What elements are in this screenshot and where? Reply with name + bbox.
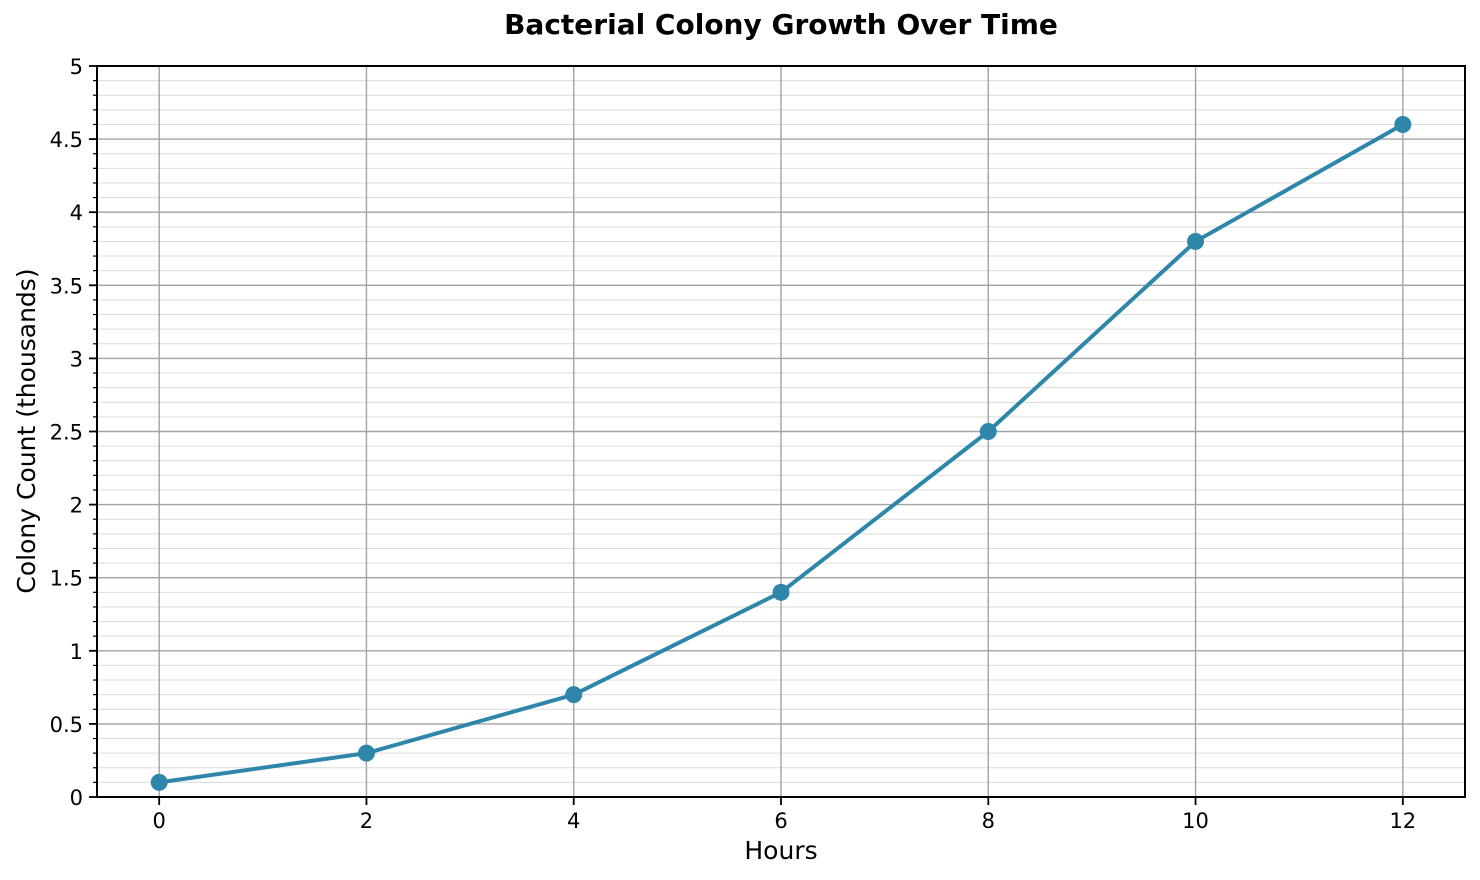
x-tick-label: 12 (1389, 809, 1416, 833)
x-tick-label: 4 (567, 809, 580, 833)
y-tick-label: 0.5 (50, 713, 83, 737)
data-point-marker (1394, 115, 1412, 133)
y-tick-label: 1.5 (50, 567, 83, 591)
y-tick-label: 4.5 (50, 128, 83, 152)
y-tick-label: 0 (70, 786, 83, 810)
data-point-marker (772, 583, 790, 601)
data-point-marker (565, 686, 583, 704)
y-tick-label: 4 (70, 201, 83, 225)
data-point-marker (357, 744, 375, 762)
x-tick-label: 0 (152, 809, 165, 833)
x-tick-label: 2 (360, 809, 373, 833)
chart-title: Bacterial Colony Growth Over Time (504, 8, 1058, 41)
data-point-marker (1187, 232, 1205, 250)
axes-spines (96, 65, 1466, 798)
y-tick-label: 1 (70, 640, 83, 664)
y-tick-label: 3 (70, 347, 83, 371)
x-axis-label: Hours (744, 836, 818, 865)
data-point-marker (150, 773, 168, 791)
y-tick-label: 3.5 (50, 274, 83, 298)
y-tick-label: 2 (70, 494, 83, 518)
x-tick-label: 10 (1182, 809, 1209, 833)
y-tick-label: 2.5 (50, 421, 83, 445)
x-tick-label: 8 (982, 809, 995, 833)
y-tick-label: 5 (70, 55, 83, 79)
data-point-marker (979, 423, 997, 440)
x-tick-label: 6 (774, 809, 787, 833)
